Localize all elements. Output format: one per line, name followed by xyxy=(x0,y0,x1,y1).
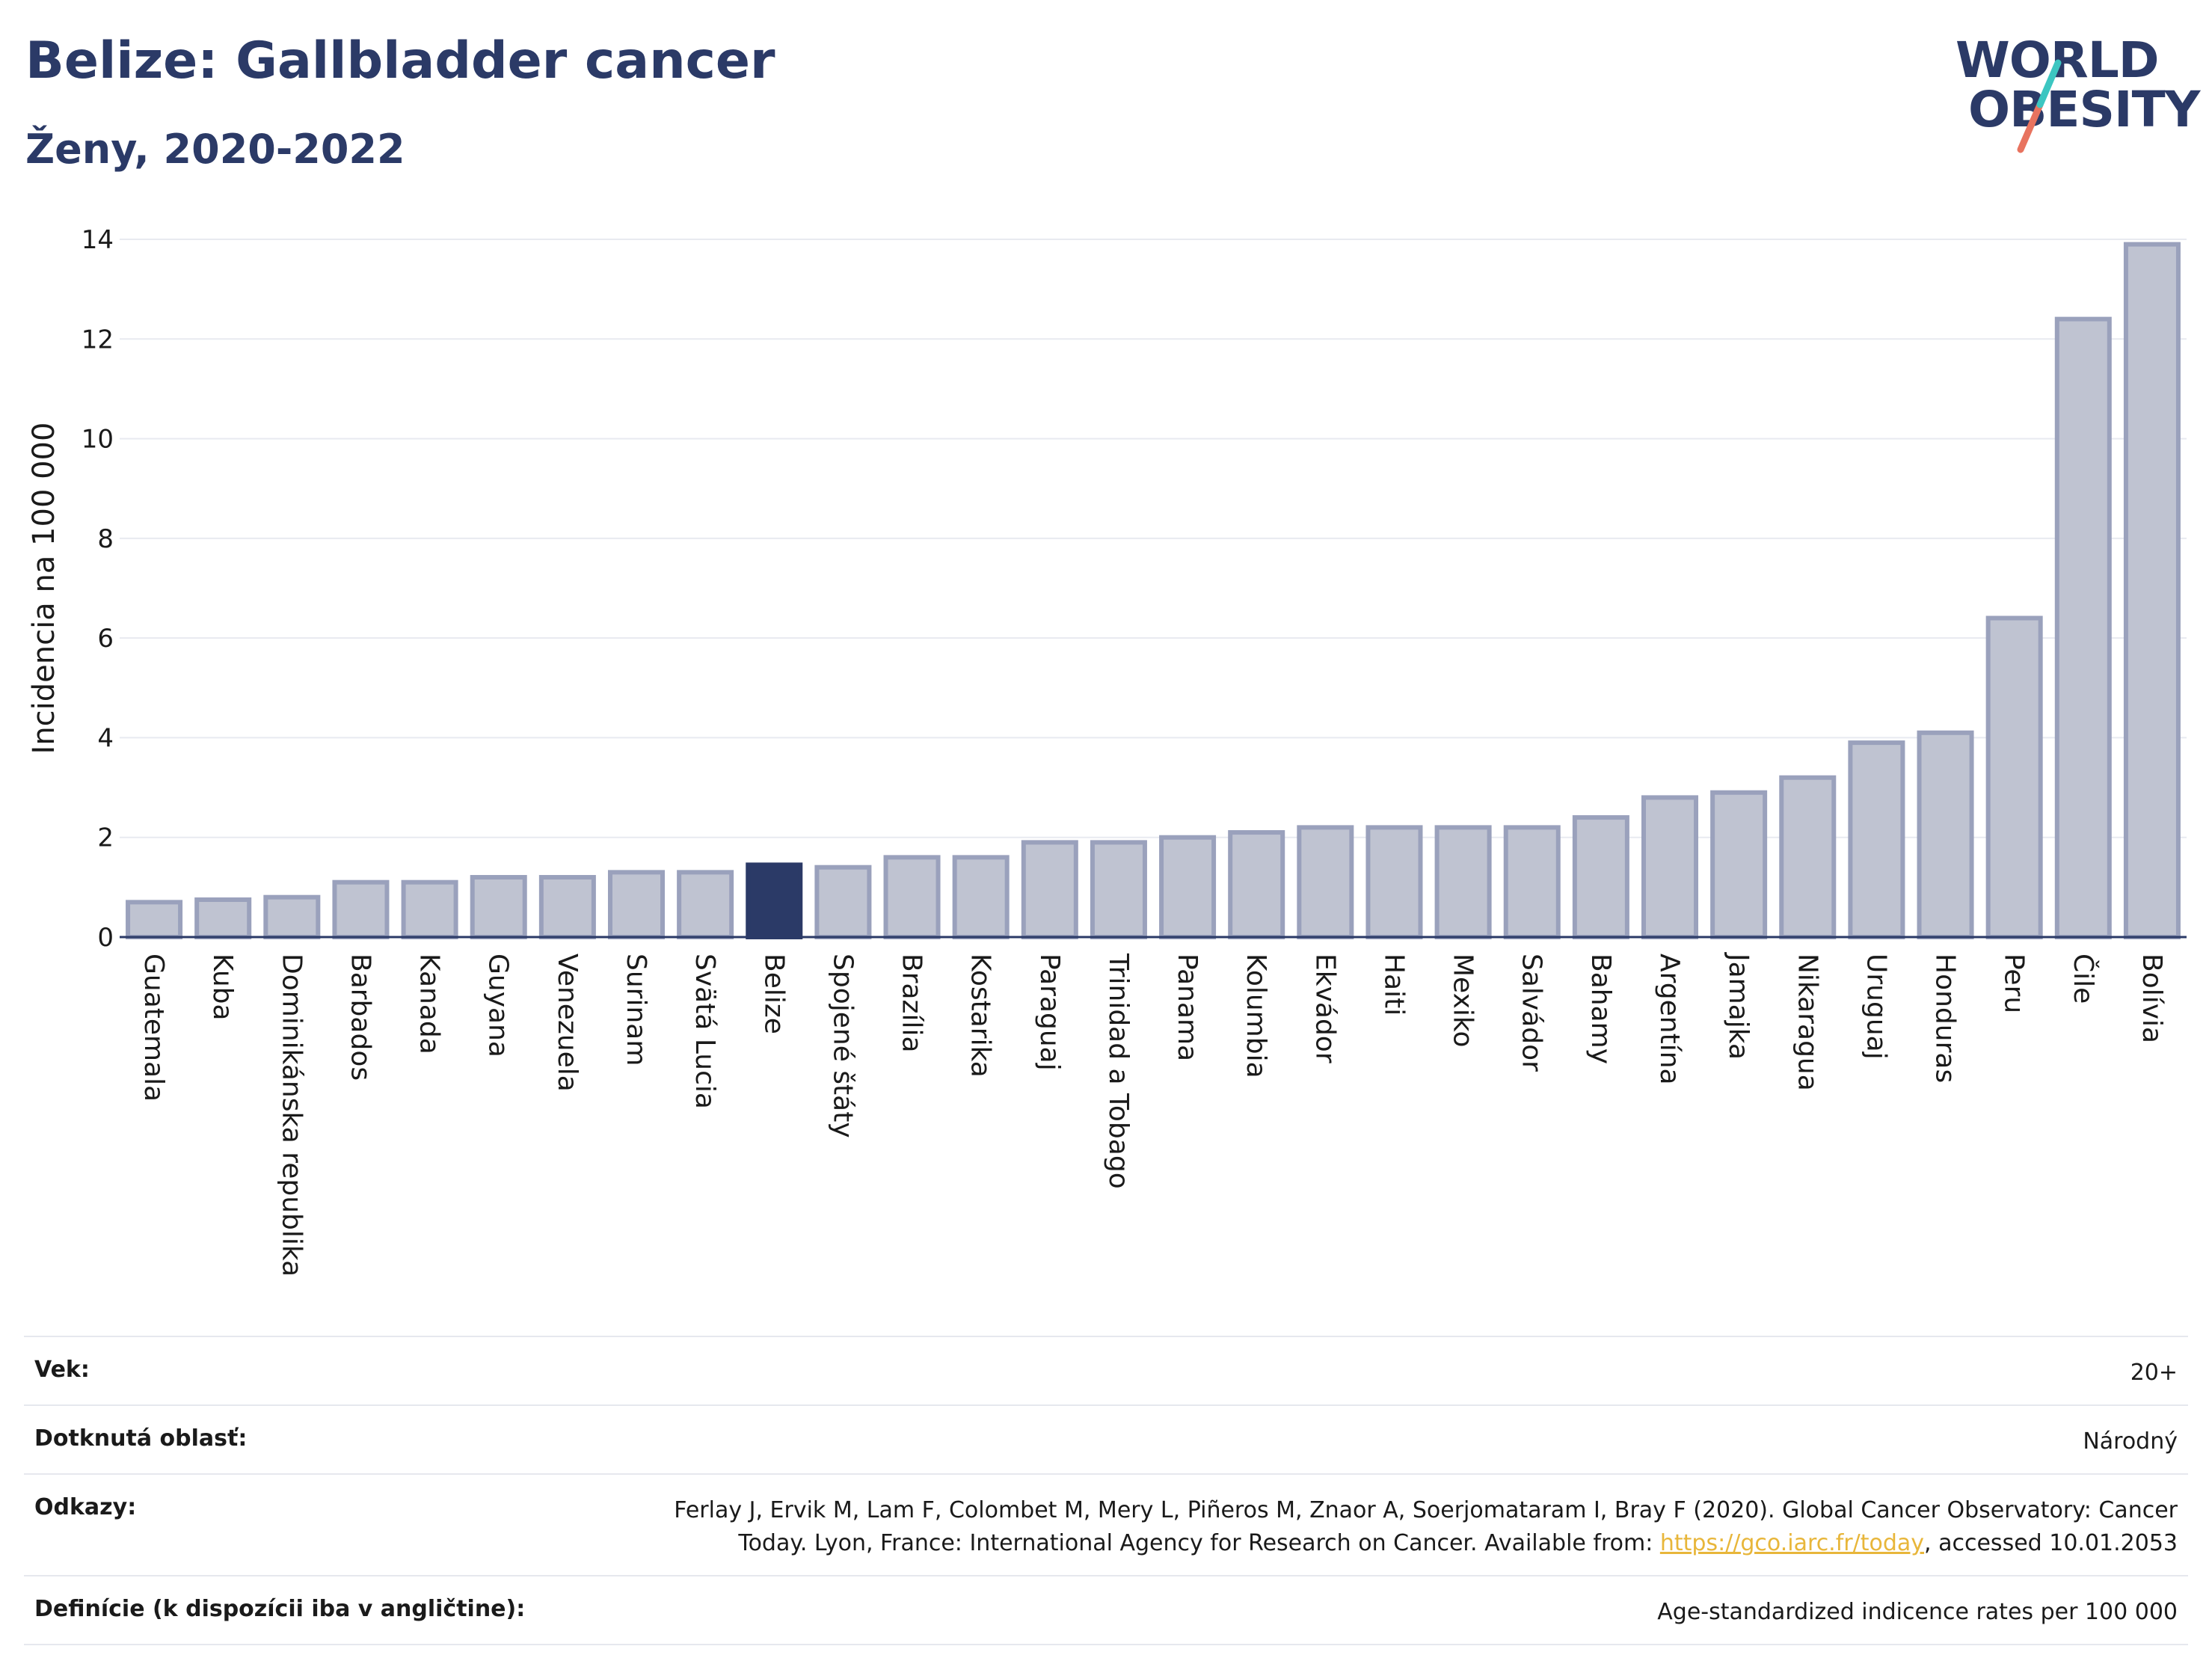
bar xyxy=(194,897,252,940)
refs-line-2-pre: Today. Lyon, France: International Agenc… xyxy=(738,1530,1660,1556)
bar xyxy=(746,862,803,939)
y-tick-label: 14 xyxy=(82,225,114,255)
x-tick-label: Nikaragua xyxy=(1792,954,1822,1091)
x-tick-label: Kolumbia xyxy=(1241,954,1271,1078)
logo-line-2: OBESITY xyxy=(1968,81,2200,138)
bar-chart: 0 2 4 6 8 10 12 14 Incidencia na 100 000 Guatemal… xyxy=(27,225,2187,1277)
bar xyxy=(814,865,872,940)
bar xyxy=(1365,825,1423,940)
world-obesity-logo: WORLD OBESITY xyxy=(1952,30,2200,157)
bar xyxy=(2123,242,2181,939)
meta-def-label: Definície (k dispozícii iba v angličtine… xyxy=(34,1596,526,1622)
meta-row-age: Vek: 20+ xyxy=(24,1336,2188,1404)
logo-slash-icon xyxy=(2017,59,2062,153)
x-tick-label: Bolívia xyxy=(2136,954,2167,1043)
chart-title: Belize: Gallbladder cancer xyxy=(25,31,775,90)
bar xyxy=(1779,775,1837,939)
bar xyxy=(883,855,941,939)
bar xyxy=(1641,795,1699,940)
x-tick-label: Kostarika xyxy=(965,954,996,1078)
bar xyxy=(401,879,458,940)
x-tick-label: Čile xyxy=(2068,954,2099,1004)
meta-def-value: Age-standardized indicence rates per 100… xyxy=(1657,1599,2178,1625)
meta-area-value: Národný xyxy=(2083,1428,2178,1455)
meta-row-area: Dotknutá oblasť: Národný xyxy=(24,1404,2188,1473)
x-tick-label: Honduras xyxy=(1930,954,1961,1083)
meta-row-references: Odkazy: Ferlay J, Ervik M, Lam F, Colomb… xyxy=(24,1473,2188,1575)
x-tick-label: Svätá Lucia xyxy=(689,954,720,1109)
metadata-table: Vek: 20+ Dotknutá oblasť: Národný Odkazy… xyxy=(24,1336,2188,1645)
bar xyxy=(677,870,734,939)
bar xyxy=(1917,730,1974,939)
y-tick-label: 6 xyxy=(97,624,114,654)
y-tick-label: 4 xyxy=(97,723,114,753)
bar xyxy=(1090,840,1147,940)
y-tick-label: 12 xyxy=(82,325,114,354)
bar xyxy=(332,879,390,940)
bar xyxy=(1572,815,1629,939)
meta-area-label: Dotknutá oblasť: xyxy=(34,1425,248,1452)
x-tick-label: Kanada xyxy=(414,954,445,1054)
x-tick-label: Jamajka xyxy=(1723,952,1754,1060)
meta-age-value: 20+ xyxy=(2130,1360,2178,1386)
x-tick-label: Guyana xyxy=(483,954,514,1057)
meta-refs-label: Odkazy: xyxy=(34,1494,137,1520)
y-tick-label: 8 xyxy=(97,524,114,554)
bar xyxy=(470,875,527,939)
refs-line-1: Ferlay J, Ervik M, Lam F, Colombet M, Me… xyxy=(674,1497,2178,1523)
bar xyxy=(952,855,1010,939)
x-tick-label: Guatemala xyxy=(138,954,169,1102)
bar xyxy=(1710,790,1768,939)
x-tick-label: Uruguaj xyxy=(1861,954,1891,1060)
y-tick-label: 10 xyxy=(82,425,114,455)
y-tick-label: 0 xyxy=(97,923,114,953)
bar xyxy=(1228,830,1285,939)
meta-refs-value: Ferlay J, Ervik M, Lam F, Colombet M, Me… xyxy=(674,1494,2178,1560)
bar xyxy=(1434,825,1492,940)
y-tick-label: 2 xyxy=(97,823,114,853)
x-tick-label: Haiti xyxy=(1378,954,1409,1016)
x-tick-label: Panama xyxy=(1172,954,1202,1061)
refs-link[interactable]: https://gco.iarc.fr/today xyxy=(1659,1530,1925,1556)
x-tick-label: Barbados xyxy=(345,954,375,1081)
x-tick-label: Peru xyxy=(1999,954,2030,1013)
meta-row-definitions: Definície (k dispozícii iba v angličtine… xyxy=(24,1575,2188,1645)
x-tick-label: Belize xyxy=(758,954,789,1034)
chart-subtitle: Ženy, 2020-2022 xyxy=(25,126,405,173)
bar xyxy=(126,900,183,939)
x-tick-label: Venezuela xyxy=(552,954,583,1092)
x-tick-label: Kuba xyxy=(207,954,238,1021)
x-tick-label: Brazília xyxy=(897,954,927,1053)
bar xyxy=(607,870,666,939)
x-tick-label: Salvádor xyxy=(1517,954,1547,1072)
x-tick-label: Trinidad a Tobago xyxy=(1103,953,1134,1189)
bar xyxy=(1503,825,1561,940)
refs-line-2-post: , accessed 10.01.2053 xyxy=(1924,1530,2178,1556)
bar xyxy=(1159,835,1217,940)
x-tick-label: Paraguaj xyxy=(1034,954,1065,1071)
bar xyxy=(538,875,596,939)
bar xyxy=(2054,316,2112,939)
bar xyxy=(1021,840,1078,940)
bar xyxy=(1848,740,1905,939)
x-tick-label: Argentína xyxy=(1654,954,1685,1085)
x-tick-label: Mexiko xyxy=(1448,954,1478,1047)
x-tick-label: Spojené štáty xyxy=(827,954,858,1138)
y-axis-label: Incidencia na 100 000 xyxy=(27,423,61,755)
x-tick-label: Surinam xyxy=(621,954,651,1066)
x-tick-label: Bahamy xyxy=(1585,954,1616,1064)
x-tick-label: Ekvádor xyxy=(1309,954,1340,1063)
bar xyxy=(263,894,321,940)
meta-age-label: Vek: xyxy=(34,1357,90,1383)
x-tick-label: Dominikánska republika xyxy=(276,954,307,1277)
bar xyxy=(1297,825,1354,940)
bar xyxy=(1985,615,2043,939)
